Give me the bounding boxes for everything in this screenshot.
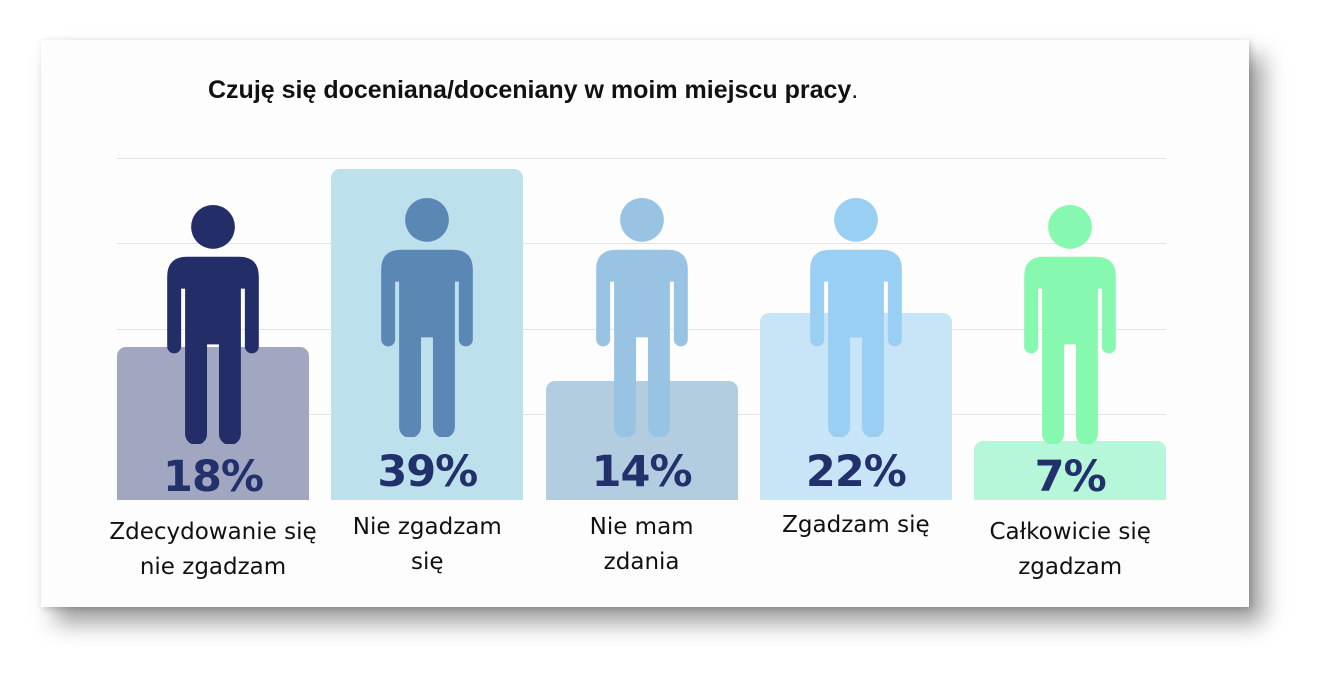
category-label-line: Nie mam [589, 514, 694, 540]
category-label-line: Nie zgadzam [352, 514, 502, 540]
category-label-5: Całkowicie się zgadzam [962, 515, 1178, 585]
value-label-3: 14% [591, 447, 693, 497]
category-label-line: Zgadzam się [782, 512, 930, 538]
person-icon [591, 198, 693, 438]
person-icon [1019, 205, 1121, 445]
category-label-line: nie zgadzam [139, 554, 287, 580]
category-label-line: Zdecydowanie się [109, 519, 317, 545]
chart-title-text: Czuję się doceniana/doceniany w moim mie… [208, 76, 852, 104]
category-label-2: Nie zgadzam się [319, 510, 535, 580]
bar-1 [117, 347, 309, 500]
bar-4 [759, 313, 952, 500]
value-label-2: 39% [377, 447, 478, 497]
chart-title: Czuję się doceniana/doceniany w moim mie… [208, 76, 858, 105]
category-label-line: się [411, 549, 444, 575]
category-label-line: zdania [603, 549, 680, 575]
bar-3 [545, 381, 738, 500]
value-label-4: 22% [805, 447, 907, 497]
value-label-5: 7% [1034, 452, 1107, 502]
gridline-2 [117, 243, 1166, 244]
bar-5 [974, 440, 1167, 500]
category-label-4: Zgadzam się [748, 508, 964, 543]
category-label-1: Zdecydowanie się nie zgadzam [105, 515, 321, 585]
chart-title-period: . [851, 76, 859, 104]
value-label-1: 18% [163, 452, 264, 502]
gridline-1 [117, 158, 1166, 159]
person-icon [805, 198, 907, 438]
person-icon [162, 205, 264, 445]
category-label-line: Całkowicie się [989, 519, 1151, 545]
category-label-3: Nie mam zdania [534, 510, 750, 580]
person-icon [376, 198, 478, 438]
category-label-line: zgadzam [1018, 554, 1123, 580]
